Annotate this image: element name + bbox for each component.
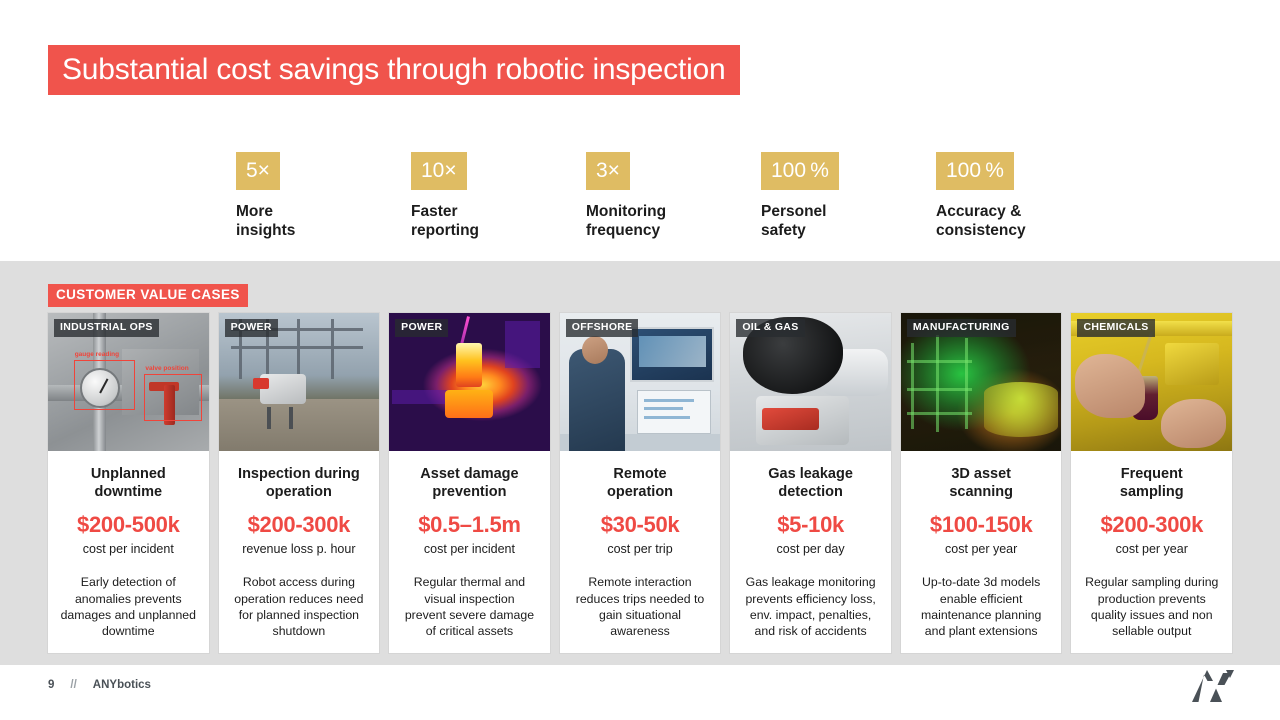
kpi-badge: 10× [411, 152, 467, 190]
kpi-label: More insights [236, 203, 296, 240]
page-title: Substantial cost savings through robotic… [62, 53, 726, 86]
inspection-robot [756, 395, 850, 446]
card-category-tag: INDUSTRIAL OPS [54, 319, 159, 337]
kpi-row: 5× More insights 10× Faster reporting 3×… [236, 152, 1236, 252]
card-image-manufacturing: MANUFACTURING [900, 313, 1062, 451]
kpi-item-faster-reporting: 10× Faster reporting [411, 152, 586, 252]
kpi-label: Accuracy & consistency [936, 203, 1026, 240]
kpi-badge: 5× [236, 152, 280, 190]
secondary-screen [636, 390, 711, 435]
kpi-label: Monitoring frequency [586, 203, 667, 240]
card-image-power-substation: POWER [218, 313, 380, 451]
card-category-tag: MANUFACTURING [906, 319, 1016, 337]
detection-label: valve position [145, 364, 189, 372]
value-case-card[interactable]: MANUFACTURING 3D asset scanning $100-150… [900, 313, 1062, 653]
card-unit: cost per incident [82, 542, 174, 557]
card-body: Gas leakage detection $5-10k cost per da… [730, 451, 891, 653]
card-title: Gas leakage detection [768, 466, 853, 501]
card-unit: cost per day [776, 542, 845, 557]
card-category-tag: CHEMICALS [1077, 319, 1155, 337]
inspection-robot [253, 373, 307, 404]
card-body: Remote operation $30-50k cost per trip R… [560, 451, 721, 653]
anybotics-logo [1190, 668, 1236, 704]
card-category-tag: OIL & GAS [736, 319, 805, 337]
card-image-chemicals: CHEMICALS [1071, 313, 1233, 451]
value-case-card[interactable]: gauge reading valve position INDUSTRIAL … [48, 313, 209, 653]
card-image-offshore: OFFSHORE [559, 313, 721, 451]
slide-footer: 9 // ANYbotics [48, 679, 151, 691]
card-category-tag: POWER [395, 319, 449, 337]
card-body: Inspection during operation $200-300k re… [219, 451, 380, 653]
kpi-badge: 3× [586, 152, 630, 190]
detection-label: gauge reading [74, 350, 120, 358]
card-description: Gas leakage monitoring prevents efficien… [745, 575, 876, 639]
kpi-label: Personel safety [761, 203, 827, 240]
card-description: Early detection of anomalies prevents da… [60, 575, 196, 639]
card-unit: cost per incident [423, 542, 515, 557]
card-value: $200-500k [77, 512, 180, 538]
card-category-tag: OFFSHORE [565, 319, 639, 337]
monitor-icon [630, 326, 714, 382]
kpi-item-accuracy-consistency: 100 % Accuracy & consistency [936, 152, 1111, 252]
card-body: Asset damage prevention $0.5–1.5m cost p… [389, 451, 550, 653]
card-title: 3D asset scanning [949, 466, 1013, 501]
card-title: Unplanned downtime [90, 466, 166, 501]
card-title: Remote operation [606, 466, 674, 501]
card-value: $200-300k [1100, 512, 1204, 538]
card-image-oil-gas: OIL & GAS [730, 313, 891, 451]
card-unit: revenue loss p. hour [242, 542, 356, 557]
card-title: Frequent sampling [1119, 466, 1184, 501]
card-image-industrial-ops: gauge reading valve position INDUSTRIAL … [48, 313, 209, 451]
card-body: Frequent sampling $200-300k cost per yea… [1071, 451, 1232, 653]
footer-separator: // [70, 679, 77, 691]
brand-name: ANYbotics [92, 679, 151, 691]
value-case-card[interactable]: POWER Asset damage prevention $0.5–1.5m … [389, 313, 550, 653]
card-description: Regular sampling during production preve… [1085, 575, 1219, 639]
card-unit: cost per year [1115, 542, 1188, 557]
kpi-item-monitoring-frequency: 3× Monitoring frequency [586, 152, 761, 252]
card-value: $0.5–1.5m [418, 512, 521, 538]
pressure-gauge-icon [80, 368, 121, 409]
card-title: Inspection during operation [238, 466, 360, 501]
card-unit: cost per year [945, 542, 1018, 557]
value-case-card-list: gauge reading valve position INDUSTRIAL … [48, 313, 1233, 653]
value-case-card[interactable]: POWER Inspection during operation $200-3… [218, 313, 380, 653]
card-value: $30-50k [600, 512, 680, 538]
card-value: $200-300k [247, 512, 351, 538]
kpi-item-more-insights: 5× More insights [236, 152, 411, 252]
kpi-item-personel-safety: 100 % Personel safety [761, 152, 936, 252]
page-number: 9 [48, 679, 55, 691]
value-case-card[interactable]: OFFSHORE Remote operation $30-50k cost p… [559, 313, 721, 653]
card-value: $100-150k [929, 512, 1033, 538]
kpi-badge: 100 % [761, 152, 839, 190]
card-description: Regular thermal and visual inspection pr… [404, 575, 535, 639]
section-tag-customer-value-cases: CUSTOMER VALUE CASES [48, 284, 248, 307]
kpi-badge: 100 % [936, 152, 1014, 190]
card-category-tag: POWER [224, 319, 278, 337]
card-description: Robot access during operation reduces ne… [234, 575, 364, 639]
card-image-thermal: POWER [389, 313, 550, 451]
value-case-card[interactable]: CHEMICALS Frequent sampling $200-300k co… [1071, 313, 1233, 653]
card-description: Remote interaction reduces trips needed … [575, 575, 705, 639]
card-body: 3D asset scanning $100-150k cost per yea… [901, 451, 1062, 653]
card-title: Asset damage prevention [420, 466, 519, 501]
value-case-card[interactable]: OIL & GAS Gas leakage detection $5-10k c… [730, 313, 891, 653]
card-value: $5-10k [777, 512, 844, 538]
kpi-label: Faster reporting [411, 203, 480, 240]
card-body: Unplanned downtime $200-500k cost per in… [48, 451, 209, 653]
slide-title-bar: Substantial cost savings through robotic… [48, 45, 740, 95]
card-description: Up-to-date 3d models enable efficient ma… [921, 575, 1042, 639]
card-unit: cost per trip [607, 542, 673, 557]
substation-robot-photo [218, 313, 380, 451]
